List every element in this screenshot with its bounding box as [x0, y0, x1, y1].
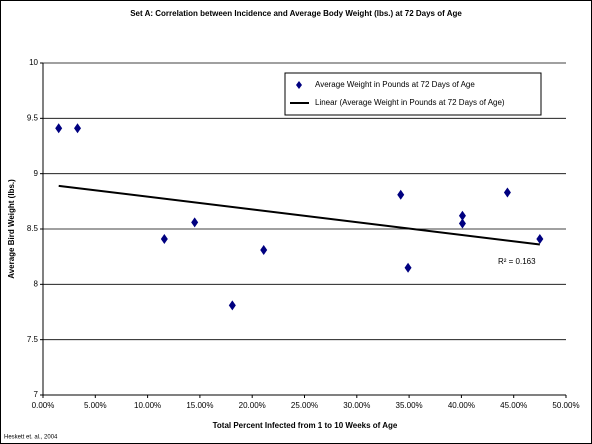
y-tick-label: 9	[34, 169, 39, 178]
point	[260, 245, 268, 256]
point	[228, 300, 236, 311]
point	[55, 123, 63, 134]
x-tick-label: 40.00%	[448, 401, 475, 410]
y-tick-label: 8	[34, 279, 39, 288]
y-tick-label: 8.5	[27, 224, 39, 233]
point	[536, 233, 544, 244]
x-tick-label: 25.00%	[291, 401, 318, 410]
point	[160, 233, 168, 244]
point	[397, 189, 405, 200]
source: Heskett et. al., 2004	[4, 435, 58, 441]
x-tick-label: 20.00%	[239, 401, 266, 410]
x-tick-label: 0.00%	[32, 401, 55, 410]
x-tick-label: 30.00%	[343, 401, 370, 410]
x-tick-label: 15.00%	[186, 401, 213, 410]
y-tick-label: 9.5	[27, 113, 39, 122]
legend-box	[284, 72, 542, 116]
point	[191, 217, 199, 228]
legend-marker	[296, 81, 302, 89]
chart-title: Set A: Correlation between Incidence and…	[130, 9, 462, 18]
y-tick-label: 7	[34, 390, 39, 399]
trendline	[58, 184, 540, 246]
point	[458, 218, 466, 229]
point	[74, 123, 82, 134]
legend-label: Linear (Average Weight in Pounds at 72 D…	[315, 98, 505, 107]
x-tick-label: 45.00%	[500, 401, 527, 410]
x-tick-label: 5.00%	[84, 401, 107, 410]
x-axis-label: Total Percent Infected from 1 to 10 Week…	[213, 421, 398, 430]
point	[458, 210, 466, 221]
legend-label: Average Weight in Pounds at 72 Days of A…	[315, 80, 475, 89]
x-tick-label: 10.00%	[134, 401, 161, 410]
point	[503, 187, 511, 198]
annotation: R² = 0.163	[498, 257, 536, 266]
y-tick-label: 7.5	[27, 335, 39, 344]
y-tick-label: 10	[29, 58, 38, 67]
x-tick-label: 50.00%	[552, 401, 579, 410]
x-tick-label: 35.00%	[396, 401, 423, 410]
y-axis-label: Average Bird Weight (lbs.)	[7, 179, 16, 279]
point	[404, 262, 412, 273]
